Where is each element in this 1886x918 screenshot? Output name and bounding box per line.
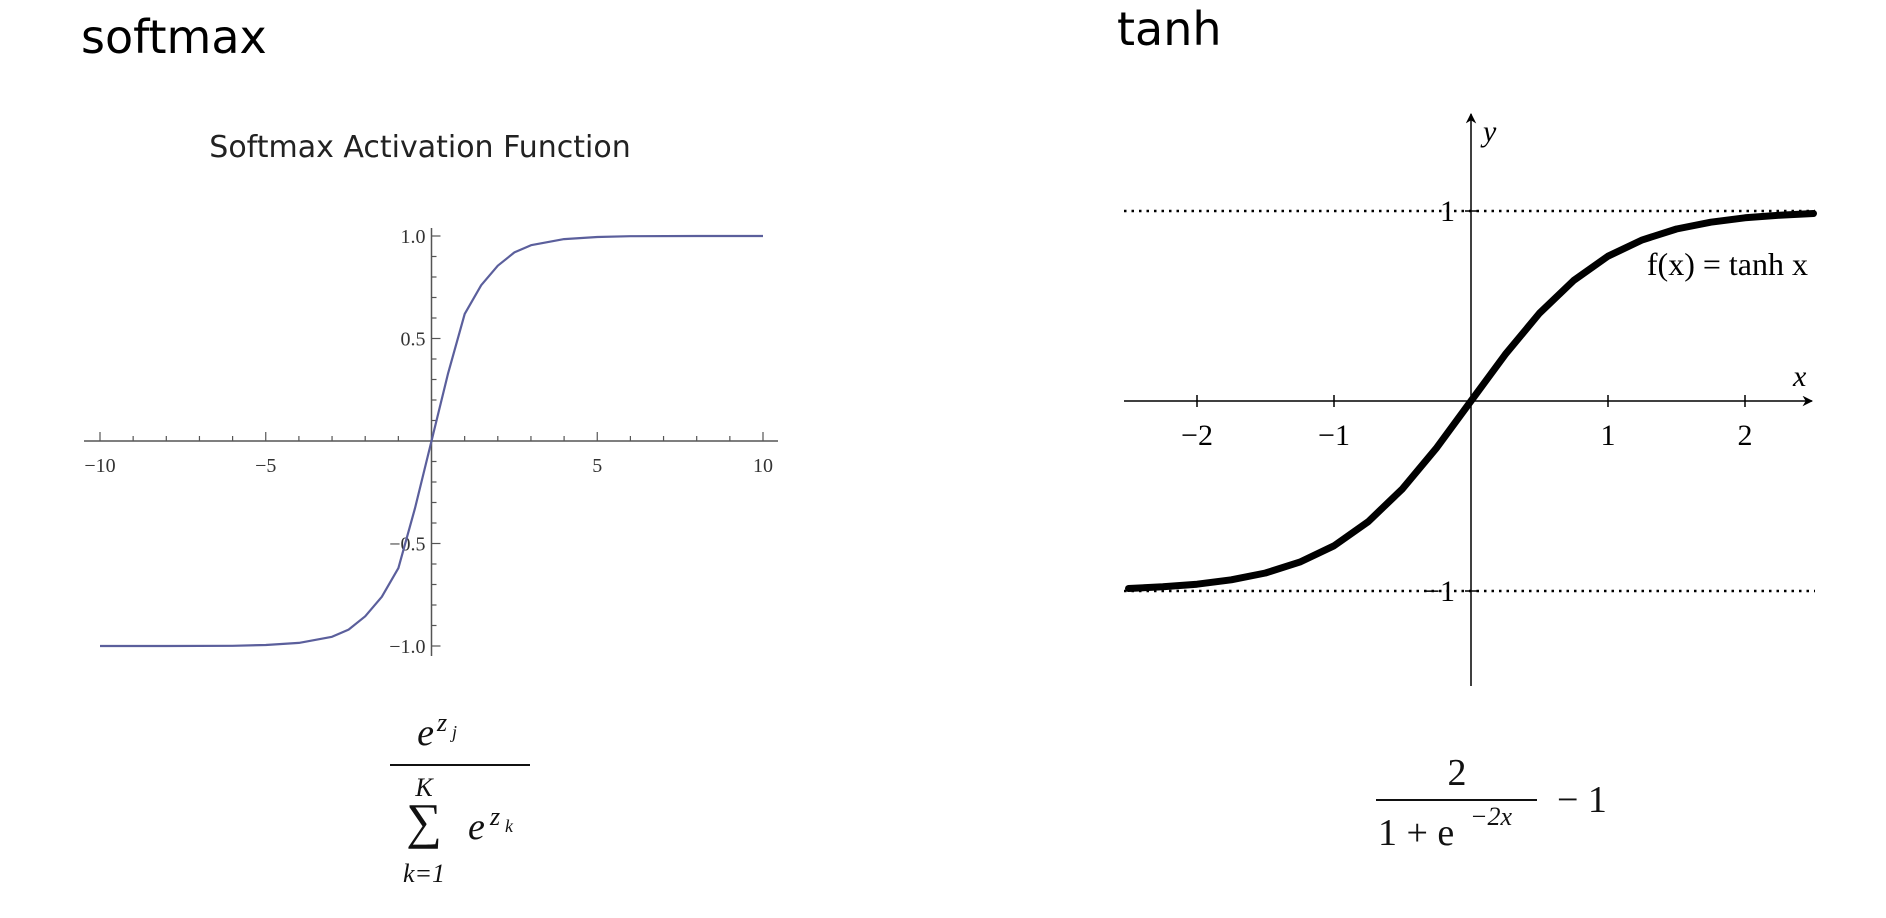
softmax-numerator-exp-sub: j <box>450 722 457 742</box>
softmax-x-tick-label: 10 <box>753 455 773 477</box>
softmax-y-tick-label: 1.0 <box>401 226 426 248</box>
tanh-denominator: 1 + e <box>1378 812 1454 854</box>
tanh-suffix: − 1 <box>1557 779 1607 821</box>
tanh-denominator-exp: −2x <box>1470 802 1513 831</box>
tanh-x-tick-label: 2 <box>1738 419 1753 452</box>
softmax-numerator-base: e <box>417 712 434 754</box>
softmax-denominator-exp-sub: k <box>505 816 514 836</box>
tanh-y-tick-label: −1 <box>1423 575 1455 608</box>
softmax-y-tick-label: 0.5 <box>401 329 426 351</box>
softmax-y-tick-label: −1.0 <box>389 636 425 658</box>
softmax-chart-title: Softmax Activation Function <box>209 130 630 165</box>
tanh-curve <box>1125 210 1817 592</box>
tanh-annotation: f(x) = tanh x <box>1647 246 1808 282</box>
softmax-sum-symbol: ∑ <box>406 793 442 849</box>
tanh-x-tick-label: 1 <box>1601 419 1616 452</box>
softmax-y-tick-label: −0.5 <box>389 534 425 556</box>
tanh-chart: −2 −1 1 2 1 −1 x y f(x) = tanh x <box>1124 112 1817 686</box>
tanh-x-tick-label: −1 <box>1318 419 1350 452</box>
tanh-y-tick-label: 1 <box>1440 195 1455 228</box>
tanh-heading: tanh <box>1117 2 1222 56</box>
softmax-chart: Softmax Activation Function −10 −5 5 10 1.0 0.… <box>84 130 778 658</box>
softmax-curve <box>100 234 763 648</box>
tanh-formula: 2 1 + e −2x − 1 <box>1376 752 1607 854</box>
softmax-sum-upper: K <box>414 773 434 802</box>
tanh-numerator: 2 <box>1448 752 1467 794</box>
tanh-x-axis-label: x <box>1792 360 1807 393</box>
softmax-x-tick-label: 5 <box>592 455 602 477</box>
softmax-denominator-exp: z <box>489 802 500 831</box>
softmax-heading: softmax <box>81 10 267 64</box>
softmax-formula: e z j K ∑ k=1 e z k <box>390 708 530 888</box>
tanh-x-tick-label: −2 <box>1181 419 1213 452</box>
softmax-x-tick-label: −5 <box>255 455 276 477</box>
softmax-sum-lower: k=1 <box>403 859 445 888</box>
softmax-numerator-exp: z <box>436 708 447 737</box>
tanh-y-axis-label: y <box>1480 115 1497 148</box>
softmax-denominator-base: e <box>468 806 485 848</box>
softmax-x-tick-label: −10 <box>84 455 115 477</box>
